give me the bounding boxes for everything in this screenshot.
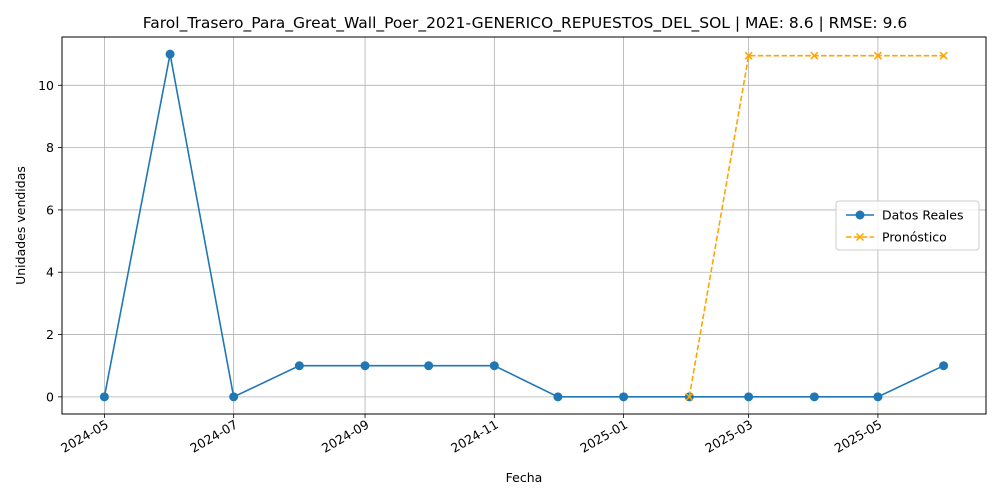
legend-real-marker (855, 210, 865, 220)
data-point (744, 51, 753, 60)
legend: Datos Reales Pronóstico (835, 200, 980, 251)
plot-frame (61, 36, 987, 415)
x-tick-label: 2024-09 (319, 417, 372, 456)
legend-real-label: Datos Reales (882, 208, 963, 223)
data-point (229, 392, 239, 402)
x-tick-label: 2024-07 (187, 417, 240, 456)
y-axis-label: Unidades vendidas (13, 166, 28, 285)
legend-forecast-label: Pronóstico (882, 230, 947, 245)
data-point (553, 392, 563, 402)
data-point (99, 392, 109, 402)
x-tick-label: 2024-11 (448, 417, 501, 456)
series-1 (685, 51, 948, 401)
x-tick-label: 2024-05 (58, 417, 111, 456)
x-axis-label: Fecha (506, 470, 543, 485)
y-tick-label: 6 (46, 202, 54, 217)
data-point (360, 361, 370, 371)
y-tick-label: 4 (46, 265, 54, 280)
data-point (939, 361, 949, 371)
data-point (810, 51, 819, 60)
y-tick-label: 0 (46, 389, 54, 404)
data-point (619, 392, 629, 402)
data-point (809, 392, 819, 402)
x-tick-label: 2025-01 (577, 417, 630, 456)
grid-lines (62, 37, 986, 414)
data-point (873, 392, 883, 402)
y-axis-ticks: 0 2 4 6 8 10 (38, 78, 62, 404)
y-tick-label: 8 (46, 140, 54, 155)
legend-forecast-marker (855, 232, 865, 242)
data-point (939, 51, 948, 60)
y-tick-label: 10 (38, 78, 54, 93)
y-tick-label: 2 (46, 327, 54, 342)
series-layer (99, 49, 949, 402)
chart-title: Farol_Trasero_Para_Great_Wall_Poer_2021-… (143, 14, 907, 33)
data-point (294, 361, 304, 371)
data-point (873, 51, 882, 60)
data-point (744, 392, 754, 402)
data-point (685, 392, 694, 401)
x-axis-ticks: 2024-05 2024-07 2024-09 2024-11 2025-01 2025-… (58, 414, 884, 456)
data-point (424, 361, 434, 371)
x-tick-label: 2025-05 (832, 417, 885, 456)
data-point (165, 49, 175, 59)
x-tick-label: 2025-03 (702, 417, 755, 456)
series-0 (99, 49, 949, 402)
data-point (489, 361, 499, 371)
series-line (103, 53, 944, 399)
